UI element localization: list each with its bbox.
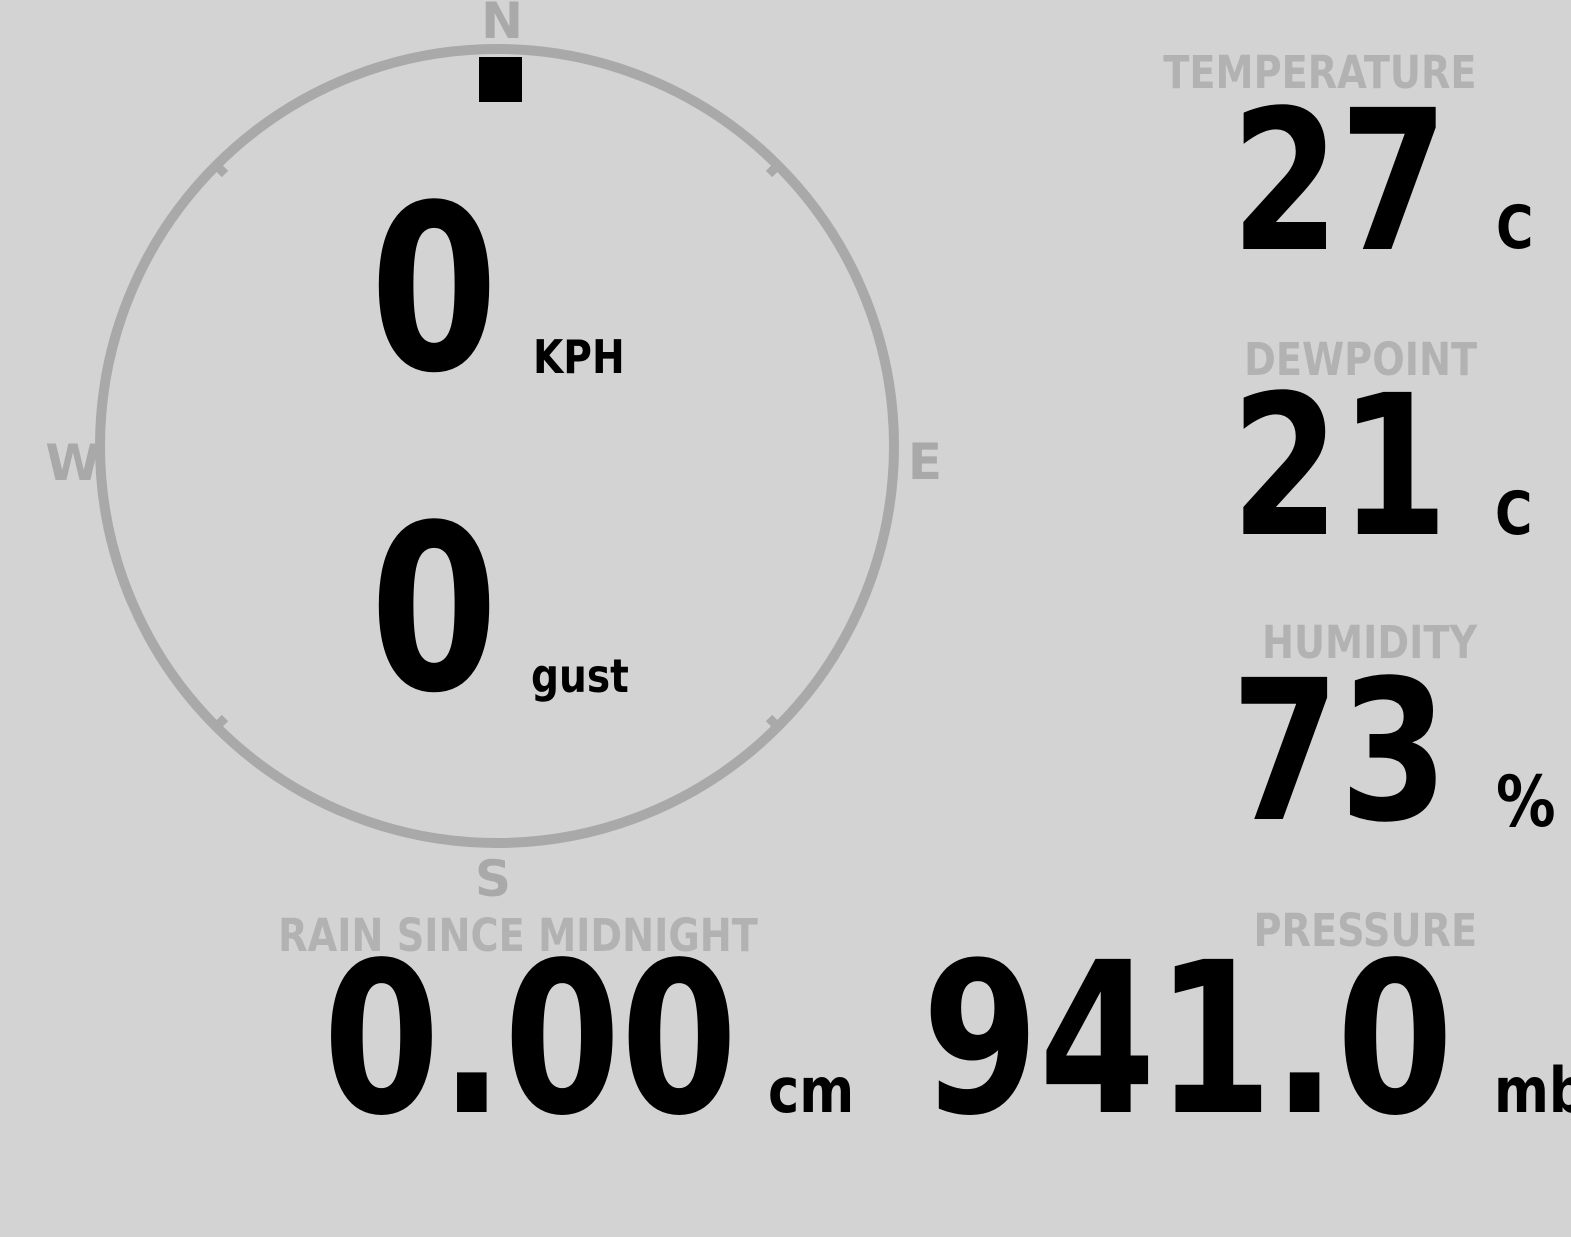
compass-circle <box>95 44 899 848</box>
rain-label: RAIN SINCE MIDNIGHT <box>278 909 758 962</box>
compass-label-north: N <box>481 0 523 50</box>
pressure-unit: mb <box>1494 1054 1571 1127</box>
tick-ne <box>765 158 785 178</box>
pressure-label: PRESSURE <box>1253 904 1477 957</box>
wind-speed-unit: KPH <box>533 330 625 384</box>
tick-se <box>765 714 785 734</box>
rain-value: 0.00 <box>323 917 738 1162</box>
wind-direction-marker <box>479 57 522 102</box>
humidity-unit: % <box>1496 761 1556 843</box>
temperature-label: TEMPERATURE <box>1163 46 1477 99</box>
tick-nw <box>209 158 229 178</box>
wind-compass <box>95 44 899 848</box>
dewpoint-value: 21 <box>1231 353 1449 580</box>
compass-intercardinal-ticks <box>209 158 785 734</box>
wind-speed-value: 0 <box>370 157 499 424</box>
tick-sw <box>209 714 229 734</box>
rain-unit: cm <box>768 1054 855 1127</box>
compass-label-west: W <box>45 434 101 492</box>
pressure-value: 941.0 <box>922 917 1454 1162</box>
compass-label-east: E <box>907 433 943 491</box>
humidity-label: HUMIDITY <box>1261 616 1477 669</box>
dewpoint-label: DEWPOINT <box>1244 333 1477 386</box>
humidity-value: 73 <box>1231 638 1449 865</box>
dewpoint-unit: C <box>1495 479 1533 549</box>
temperature-unit: C <box>1496 193 1534 263</box>
wind-gust-value: 0 <box>370 477 499 744</box>
wind-gust-unit: gust <box>531 649 629 703</box>
compass-label-south: S <box>474 850 512 908</box>
temperature-value: 27 <box>1231 68 1449 295</box>
